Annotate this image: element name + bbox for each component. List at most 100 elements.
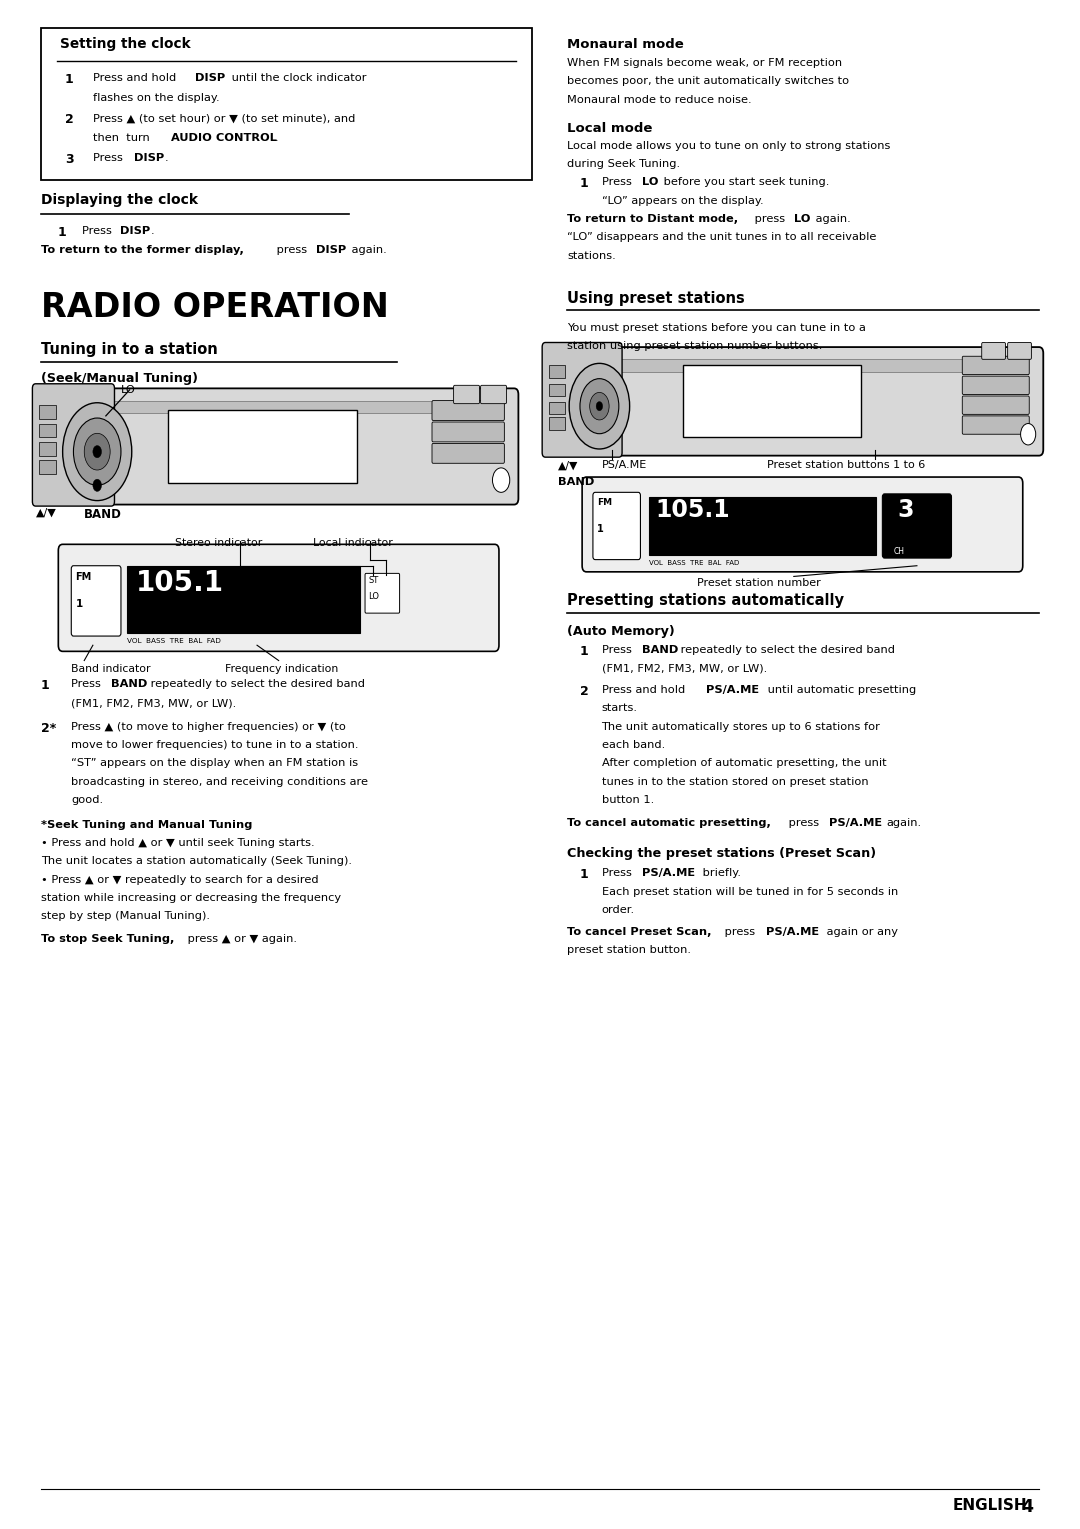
Bar (168, 410, 357, 483)
Text: • Press ▲ or ▼ repeatedly to search for a desired: • Press ▲ or ▼ repeatedly to search for … (41, 875, 319, 885)
Text: DISP: DISP (195, 73, 226, 84)
Text: ST: ST (368, 576, 378, 586)
Text: Using preset stations: Using preset stations (567, 291, 745, 306)
Text: LO: LO (121, 385, 136, 396)
FancyBboxPatch shape (962, 396, 1029, 414)
Text: Press: Press (602, 645, 635, 656)
Bar (127, 566, 360, 633)
Text: VOL  BASS  TRE  BAL  FAD: VOL BASS TRE BAL FAD (127, 638, 221, 644)
Text: Press: Press (71, 679, 105, 690)
Text: .: . (274, 133, 278, 144)
FancyBboxPatch shape (32, 384, 114, 506)
Text: 2: 2 (65, 113, 73, 127)
Text: CH: CH (893, 547, 904, 557)
Text: Monaural mode to reduce noise.: Monaural mode to reduce noise. (567, 95, 752, 106)
Text: PS/A.ME: PS/A.ME (602, 460, 647, 471)
FancyBboxPatch shape (962, 376, 1029, 394)
Text: good.: good. (71, 795, 104, 806)
Text: FM: FM (597, 498, 612, 508)
Text: LO: LO (642, 177, 658, 188)
Text: 1: 1 (41, 679, 50, 693)
Text: station using preset station number buttons.: station using preset station number butt… (567, 341, 822, 352)
Text: The unit automatically stores up to 6 stations for: The unit automatically stores up to 6 st… (602, 722, 880, 732)
FancyBboxPatch shape (962, 416, 1029, 434)
Bar (39, 442, 56, 456)
FancyBboxPatch shape (882, 494, 951, 558)
Text: Press: Press (602, 868, 635, 879)
Text: 1: 1 (580, 868, 589, 882)
FancyBboxPatch shape (582, 477, 1023, 572)
Text: .: . (165, 153, 168, 164)
Text: tunes in to the station stored on preset station: tunes in to the station stored on preset… (602, 777, 868, 787)
Text: each band.: each band. (602, 740, 665, 751)
FancyBboxPatch shape (982, 342, 1005, 359)
Text: VOL  BASS  TRE  BAL  FAD: VOL BASS TRE BAL FAD (649, 560, 740, 566)
Text: 105.1: 105.1 (136, 569, 224, 596)
Text: FM: FM (76, 572, 92, 583)
Circle shape (93, 479, 102, 491)
Text: (FM1, FM2, FM3, MW, or LW).: (FM1, FM2, FM3, MW, or LW). (602, 664, 767, 674)
Circle shape (569, 364, 630, 450)
Bar (39, 460, 56, 474)
Text: press: press (751, 214, 788, 225)
Text: Press ▲ (to set hour) or ▼ (to set minute), and: Press ▲ (to set hour) or ▼ (to set minut… (93, 113, 355, 124)
Text: press ▲ or ▼ again.: press ▲ or ▼ again. (184, 934, 297, 945)
Text: (Seek/Manual Tuning): (Seek/Manual Tuning) (41, 372, 198, 385)
Text: briefly.: briefly. (699, 868, 741, 879)
Text: Press ▲ (to move to higher frequencies) or ▼ (to: Press ▲ (to move to higher frequencies) … (71, 722, 347, 732)
Text: PS/A.ME: PS/A.ME (829, 818, 882, 829)
Text: flashes on the display.: flashes on the display. (93, 93, 219, 104)
Text: button 1.: button 1. (602, 795, 653, 806)
Text: To return to the former display,: To return to the former display, (41, 245, 244, 255)
Text: station while increasing or decreasing the frequency: station while increasing or decreasing t… (41, 893, 341, 904)
Text: Press: Press (93, 153, 126, 164)
Text: during Seek Tuning.: during Seek Tuning. (567, 159, 680, 170)
FancyBboxPatch shape (1008, 342, 1031, 359)
FancyBboxPatch shape (41, 28, 532, 180)
Text: Checking the preset stations (Preset Scan): Checking the preset stations (Preset Sca… (567, 847, 876, 861)
Text: BAND: BAND (642, 645, 678, 656)
Text: starts.: starts. (602, 703, 637, 714)
Text: RADIO OPERATION: RADIO OPERATION (41, 291, 389, 324)
Text: then  turn: then turn (93, 133, 153, 144)
Text: Press: Press (602, 177, 635, 188)
Text: again or any: again or any (823, 927, 897, 937)
Text: Band indicator: Band indicator (71, 664, 151, 674)
Bar (549, 417, 565, 430)
Text: To stop Seek Tuning,: To stop Seek Tuning, (41, 934, 174, 945)
FancyBboxPatch shape (432, 443, 504, 463)
Text: DISP: DISP (134, 153, 164, 164)
Text: 2*: 2* (41, 722, 56, 735)
Text: 1: 1 (580, 645, 589, 659)
Text: Local mode allows you to tune on only to strong stations: Local mode allows you to tune on only to… (567, 141, 890, 151)
Text: 1: 1 (65, 73, 73, 87)
Text: 105.1: 105.1 (656, 498, 730, 523)
Bar (683, 365, 861, 437)
Circle shape (93, 445, 102, 457)
Circle shape (63, 402, 132, 500)
Text: Preset station buttons 1 to 6: Preset station buttons 1 to 6 (767, 460, 926, 471)
Text: Stereo indicator: Stereo indicator (175, 538, 262, 549)
Text: Each preset station will be tuned in for 5 seconds in: Each preset station will be tuned in for… (602, 887, 897, 898)
FancyBboxPatch shape (71, 566, 121, 636)
Text: 4: 4 (1022, 1498, 1034, 1517)
FancyBboxPatch shape (554, 347, 1043, 456)
Circle shape (84, 433, 110, 469)
Text: Preset station number: Preset station number (697, 578, 821, 589)
Text: Presetting stations automatically: Presetting stations automatically (567, 593, 843, 609)
Text: Frequency indication: Frequency indication (225, 664, 338, 674)
Text: Local indicator: Local indicator (313, 538, 393, 549)
Bar (549, 402, 565, 414)
Circle shape (590, 393, 609, 420)
Text: PS/A.ME: PS/A.ME (706, 685, 759, 696)
Text: The unit locates a station automatically (Seek Tuning).: The unit locates a station automatically… (41, 856, 352, 867)
Text: • Press and hold ▲ or ▼ until seek Tuning starts.: • Press and hold ▲ or ▼ until seek Tunin… (41, 838, 314, 849)
Text: 1: 1 (76, 599, 83, 610)
Text: stations.: stations. (567, 251, 616, 261)
Text: LO: LO (794, 214, 810, 225)
Text: To cancel Preset Scan,: To cancel Preset Scan, (567, 927, 712, 937)
Text: Press: Press (82, 226, 116, 237)
Text: AUDIO CONTROL: AUDIO CONTROL (171, 133, 276, 144)
Text: press: press (785, 818, 823, 829)
Text: DISP: DISP (120, 226, 150, 237)
